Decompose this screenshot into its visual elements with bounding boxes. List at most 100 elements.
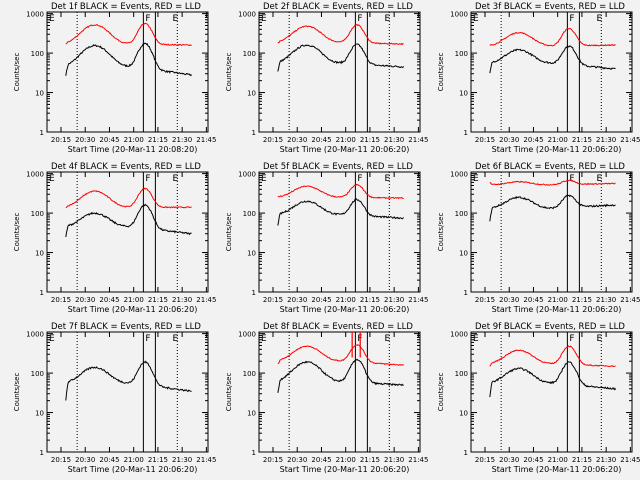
y-tick-label: 100: [31, 210, 44, 218]
y-axis-label: Counts/sec: [437, 373, 445, 412]
panel-title: Det 2f BLACK = Events, RED = LLD: [263, 2, 413, 12]
events-series-line: [277, 358, 404, 394]
start-marker-label: E: [261, 14, 267, 24]
panel-title: Det 8f BLACK = Events, RED = LLD: [263, 322, 413, 332]
y-tick-label: 1000: [450, 331, 468, 339]
flare-marker-label: F: [145, 174, 150, 184]
start-marker-label: E: [49, 334, 55, 344]
x-tick-label: 21:00: [548, 296, 568, 304]
x-tick-label: 21:00: [336, 136, 356, 144]
x-tick-label: 20:15: [263, 136, 283, 144]
y-tick-label: 1: [464, 129, 468, 137]
y-tick-label: 1000: [26, 171, 44, 179]
x-tick-label: 20:15: [51, 136, 71, 144]
y-tick-label: 100: [243, 370, 256, 378]
y-tick-label: 10: [459, 410, 468, 418]
y-tick-label: 100: [31, 370, 44, 378]
x-tick-label: 21:30: [384, 456, 404, 464]
x-axis-label: Start Time (20-Mar-11 20:06:20): [280, 145, 410, 154]
y-tick-label: 10: [35, 410, 44, 418]
panel-title: Det 9f BLACK = Events, RED = LLD: [475, 322, 625, 332]
y-tick-label: 1: [40, 129, 44, 137]
x-tick-label: 21:45: [620, 136, 640, 144]
x-tick-label: 21:00: [548, 456, 568, 464]
x-tick-label: 21:30: [172, 296, 192, 304]
x-tick-label: 21:45: [408, 136, 428, 144]
lld-series-line: [277, 344, 404, 366]
start-marker-label: E: [261, 174, 267, 184]
flare-marker-label: F: [145, 14, 150, 24]
x-tick-label: 21:00: [548, 136, 568, 144]
x-tick-label: 20:45: [311, 456, 331, 464]
events-series-line: [65, 42, 192, 77]
events-series-line: [489, 194, 616, 222]
x-tick-label: 20:15: [51, 296, 71, 304]
y-tick-label: 10: [247, 250, 256, 258]
x-tick-label: 20:30: [499, 296, 519, 304]
plot-frame: [258, 11, 421, 133]
y-tick-label: 100: [455, 210, 468, 218]
x-tick-label: 21:30: [384, 136, 404, 144]
end-marker-label: E: [172, 174, 178, 184]
x-tick-label: 20:45: [311, 296, 331, 304]
x-tick-label: 21:45: [408, 456, 428, 464]
x-axis-label: Start Time (20-Mar-11 20:06:20): [68, 465, 198, 474]
plot-frame: [258, 171, 421, 293]
y-axis-label: Counts/sec: [437, 53, 445, 92]
x-tick-label: 21:30: [172, 136, 192, 144]
x-tick-label: 21:30: [596, 136, 616, 144]
panel-title: Det 5f BLACK = Events, RED = LLD: [263, 162, 413, 172]
plot-frame: [258, 331, 421, 453]
y-axis-label: Counts/sec: [225, 213, 233, 252]
x-tick-label: 20:30: [75, 136, 95, 144]
y-tick-label: 10: [459, 90, 468, 98]
x-tick-label: 20:15: [475, 296, 495, 304]
x-tick-label: 21:45: [196, 456, 216, 464]
x-tick-label: 20:45: [523, 136, 543, 144]
end-marker-label: E: [172, 334, 178, 344]
x-tick-label: 20:45: [523, 456, 543, 464]
y-axis-label: Counts/sec: [225, 53, 233, 92]
x-tick-label: 21:00: [336, 296, 356, 304]
start-marker-label: E: [473, 334, 479, 344]
y-tick-label: 100: [243, 210, 256, 218]
panel-det-6: Det 6f BLACK = Events, RED = LLD Start Ti…: [437, 162, 640, 314]
x-axis-label: Start Time (20-Mar-11 20:06:20): [492, 145, 622, 154]
lld-series-line: [489, 179, 616, 186]
panel-det-4: Det 4f BLACK = Events, RED = LLD Start Ti…: [13, 162, 216, 314]
end-marker-label: E: [172, 14, 178, 24]
x-tick-label: 20:45: [99, 136, 119, 144]
panel-det-9: Det 9f BLACK = Events, RED = LLD Start Ti…: [437, 322, 640, 474]
x-tick-label: 20:15: [263, 296, 283, 304]
y-tick-label: 100: [455, 50, 468, 58]
end-marker-label: E: [384, 334, 390, 344]
x-axis-label: Start Time (20-Mar-11 20:06:20): [492, 465, 622, 474]
events-series-line: [277, 43, 405, 72]
start-marker-label: E: [473, 174, 479, 184]
y-tick-label: 1000: [26, 11, 44, 19]
panel-det-7: Det 7f BLACK = Events, RED = LLD Start Ti…: [13, 322, 216, 474]
y-tick-label: 1: [40, 449, 44, 457]
plot-frame: [46, 11, 209, 133]
x-tick-label: 21:15: [572, 456, 592, 464]
panel-det-1: Det 1f BLACK = Events, RED = LLD Start Ti…: [13, 2, 216, 154]
x-tick-label: 21:15: [572, 296, 592, 304]
lld-series-line: [277, 24, 404, 46]
y-tick-label: 1000: [26, 331, 44, 339]
flare-marker-label: F: [569, 14, 574, 24]
x-tick-label: 21:30: [172, 456, 192, 464]
y-axis-label: Counts/sec: [13, 53, 21, 92]
flare-marker-label: F: [357, 14, 362, 24]
x-tick-label: 20:30: [499, 456, 519, 464]
lld-series-line: [65, 187, 192, 209]
y-axis-label: Counts/sec: [13, 213, 21, 252]
y-tick-label: 1000: [238, 331, 256, 339]
x-tick-label: 20:30: [287, 456, 307, 464]
x-axis-label: Start Time (20-Mar-11 20:08:20): [68, 145, 198, 154]
x-tick-label: 21:30: [596, 296, 616, 304]
end-marker-label: E: [596, 334, 602, 344]
x-tick-label: 21:45: [408, 296, 428, 304]
y-tick-label: 1: [252, 289, 256, 297]
plot-frame: [470, 11, 633, 133]
